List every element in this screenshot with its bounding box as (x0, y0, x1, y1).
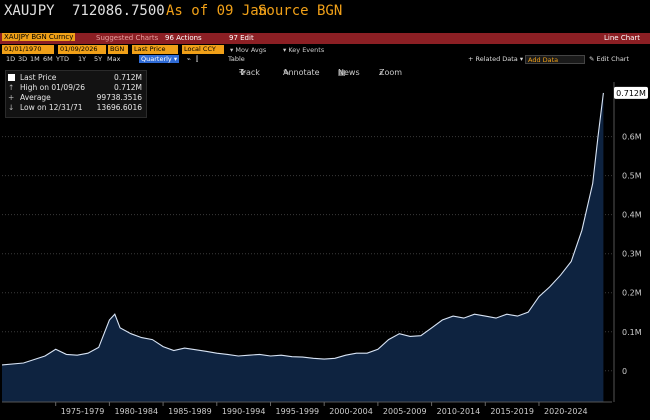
price-line (1, 92, 604, 366)
range-tab-6m[interactable]: 6M (43, 55, 53, 63)
range-tab-1y[interactable]: 1Y (78, 55, 87, 63)
as-of-date: As of 09 Jan (166, 3, 268, 19)
price-area (2, 92, 604, 403)
x-tick-label: 2000-2004 (329, 407, 373, 416)
high-icon: ↑ (8, 83, 15, 92)
actions-menu[interactable]: 96 Actions (165, 34, 202, 42)
key-events-toggle[interactable]: ▾ Key Events (283, 46, 325, 54)
x-tick-label: 2005-2009 (383, 407, 427, 416)
y-tick-label: 0 (622, 367, 627, 376)
x-tick-label: 1985-1989 (168, 407, 212, 416)
range-tab-1d[interactable]: 1D (6, 55, 16, 63)
start-date-field[interactable]: 01/01/1970 (2, 45, 54, 54)
pencil-icon: ✎ (283, 68, 290, 77)
candle-icon[interactable]: ⫿ (196, 55, 199, 63)
chart-legend: Last Price 0.712M ↑ High on 01/09/26 0.7… (5, 70, 147, 118)
y-tick-label: 0.4M (622, 211, 642, 220)
ticker-symbol: XAUJPY (4, 3, 55, 19)
last-price-badge-label: 0.712M (616, 89, 646, 98)
table-tab[interactable]: Table (228, 55, 245, 63)
last-price-marker: 0.712M (614, 86, 648, 99)
last-price-badge (614, 86, 648, 99)
average-icon: + (8, 93, 15, 102)
x-tick-label: 2015-2019 (490, 407, 534, 416)
related-data-label: Related Data (475, 55, 518, 63)
y-axis: 0 0.1M 0.2M 0.3M 0.4M 0.5M 0.6M (613, 82, 642, 402)
x-tick-label: 2010-2014 (437, 407, 481, 416)
line-icon[interactable]: ⌁ (187, 55, 191, 63)
related-data-menu[interactable]: + Related Data ▾ (468, 55, 524, 63)
edit-chart-label: Edit Chart (596, 55, 630, 63)
last-value: 712086.7500 (72, 3, 165, 19)
legend-high-label: High on 01/09/26 (20, 83, 86, 92)
x-axis: 1975-1979 1980-1984 1985-1989 1990-1994 1995… (2, 401, 612, 416)
title-bar: XAUJPY 712086.7500 As of 09 Jan Source B… (0, 0, 650, 28)
x-tick-label: 1980-1984 (114, 407, 158, 416)
mov-avgs-label: Mov Avgs (235, 46, 267, 54)
last-price-swatch (8, 74, 15, 81)
field-select[interactable]: Last Price (132, 45, 178, 54)
function-bar: XAUJPY BGN Curncy Suggested Charts 96 Ac… (0, 33, 650, 44)
y-tick-label: 0.2M (622, 289, 642, 298)
y-tick-label: 0.1M (622, 328, 642, 337)
legend-average-label: Average (20, 93, 51, 102)
add-data-field[interactable]: Add Data (525, 55, 585, 64)
low-icon: ↓ (8, 103, 15, 112)
range-tab-5y[interactable]: 5Y (94, 55, 103, 63)
range-tab-3d[interactable]: 3D (18, 55, 28, 63)
price-chart[interactable]: 0 0.1M 0.2M 0.3M 0.4M 0.5M 0.6M 1975-1979 1980-… (0, 82, 650, 420)
y-tick-label: 0.5M (622, 172, 642, 181)
legend-low-label: Low on 12/31/71 (20, 103, 83, 112)
legend-high-value: 0.712M (114, 83, 142, 92)
legend-last-price-label: Last Price (20, 73, 57, 82)
legend-last-price-value: 0.712M (114, 73, 142, 82)
zoom-label: Zoom (379, 68, 403, 77)
source-field[interactable]: BGN (108, 45, 128, 54)
edit-chart-button[interactable]: ✎ Edit Chart (589, 55, 630, 63)
periodicity-select[interactable]: Quarterly ▾ (139, 55, 180, 63)
zoom-icon: ⌕ (379, 68, 384, 77)
y-tick-label: 0.6M (622, 133, 642, 142)
legend-average-value: 99738.3516 (96, 93, 142, 102)
news-label: News (338, 68, 360, 77)
crosshair-icon: ✛ (239, 68, 246, 77)
annotate-label: Annotate (283, 68, 320, 77)
periodicity-label: Quarterly (141, 55, 172, 63)
end-date-field[interactable]: 01/09/2026 (58, 45, 106, 54)
suggested-charts-menu[interactable]: Suggested Charts (96, 34, 159, 42)
y-tick-label: 0.3M (622, 250, 642, 259)
x-tick-label: 1995-1999 (276, 407, 320, 416)
x-tick-label: 2020-2024 (544, 407, 588, 416)
source-label: Source BGN (258, 3, 343, 19)
range-tab-1m[interactable]: 1M (30, 55, 40, 63)
currency-select[interactable]: Local CCY (182, 45, 224, 54)
range-tab-ytd[interactable]: YTD (56, 55, 69, 63)
key-events-label: Key Events (288, 46, 325, 54)
track-label: Track (239, 68, 260, 77)
x-tick-label: 1990-1994 (222, 407, 266, 416)
mov-avgs-toggle[interactable]: ▾ Mov Avgs (230, 46, 267, 54)
edit-menu[interactable]: 97 Edit (229, 34, 254, 42)
x-tick-label: 1975-1979 (61, 407, 105, 416)
chart-type-label: Line Chart (604, 34, 641, 42)
security-field[interactable]: XAUJPY BGN Curncy (2, 33, 76, 41)
range-tab-max[interactable]: Max (107, 55, 121, 63)
legend-low-value: 13696.6016 (96, 103, 142, 112)
news-icon: ▤ (338, 68, 346, 77)
chart-tools: ✛ Track ✎ Annotate ▤ News ⌕ Zoom (235, 64, 415, 78)
